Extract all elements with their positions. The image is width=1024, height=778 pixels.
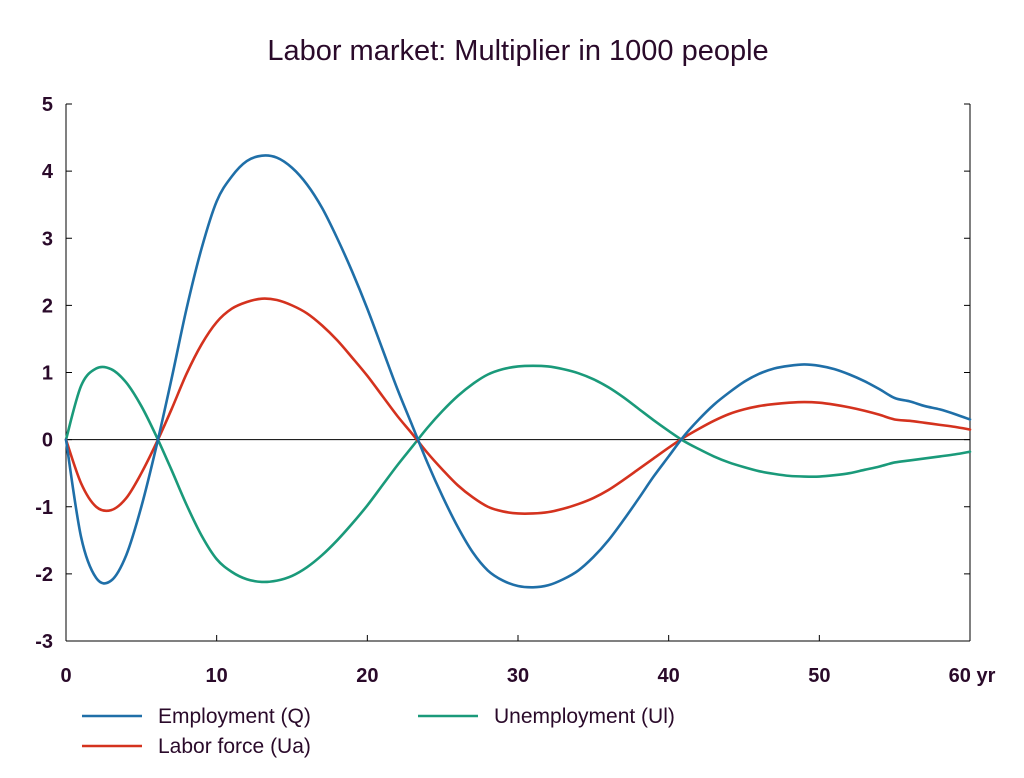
legend-label-unemployment: Unemployment (Ul) bbox=[494, 705, 675, 728]
y-tick-label: 5 bbox=[42, 94, 53, 116]
legend-item-unemployment: Unemployment (Ul) bbox=[418, 705, 675, 728]
legend-item-labor-force: Labor force (Ua) bbox=[82, 735, 311, 758]
y-tick-label: -3 bbox=[35, 631, 53, 653]
y-tick-label: 3 bbox=[42, 228, 53, 250]
axis-ticks bbox=[65, 103, 971, 642]
legend-label-employment: Employment (Q) bbox=[158, 705, 311, 728]
chart-title: Labor market: Multiplier in 1000 people bbox=[267, 35, 768, 67]
x-tick-label: 40 bbox=[658, 665, 680, 687]
x-tick-label: 50 bbox=[808, 665, 830, 687]
legend-label-labor-force: Labor force (Ua) bbox=[158, 735, 311, 758]
x-tick-label: 60 yr bbox=[949, 665, 996, 687]
x-tick-label: 0 bbox=[60, 665, 71, 687]
y-tick-label: -2 bbox=[35, 564, 53, 586]
series-line-unemployment bbox=[64, 364, 972, 584]
legend-item-employment: Employment (Q) bbox=[82, 705, 311, 728]
y-tick-label: 1 bbox=[42, 363, 53, 385]
legend: Employment (Q) Unemployment (Ul) Labor f… bbox=[82, 705, 675, 758]
series-line-employment bbox=[64, 154, 972, 589]
series-line-labor-force bbox=[64, 297, 972, 515]
y-tick-label: 0 bbox=[42, 430, 53, 452]
x-tick-label: 30 bbox=[507, 665, 529, 687]
plot-frame bbox=[65, 104, 971, 642]
x-tick-label: 20 bbox=[356, 665, 378, 687]
series-lines bbox=[64, 154, 972, 589]
y-tick-label: -1 bbox=[35, 497, 53, 519]
y-tick-label: 2 bbox=[42, 295, 53, 317]
x-tick-label: 10 bbox=[206, 665, 228, 687]
y-tick-label: 4 bbox=[42, 161, 54, 183]
